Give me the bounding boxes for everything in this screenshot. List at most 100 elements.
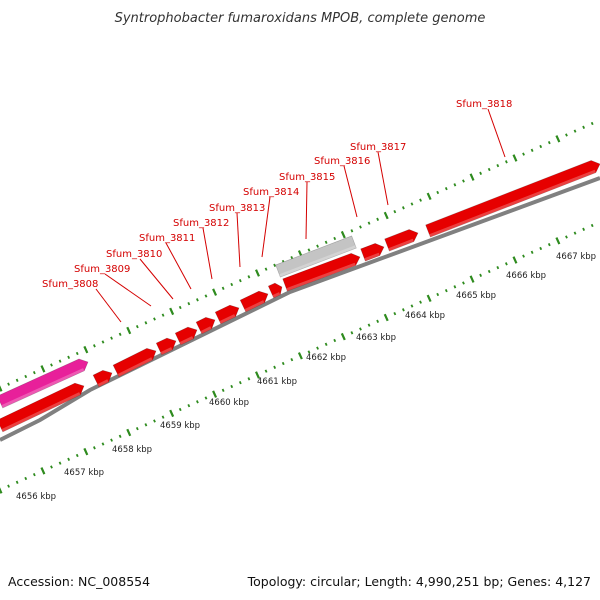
inner-minor-tick <box>367 323 371 327</box>
gene-arrow-gray-body <box>275 235 357 278</box>
scale-label: 4663 kbp <box>356 333 396 343</box>
scale-label: 4657 kbp <box>64 468 104 478</box>
gene-arrow-12-shine <box>429 169 596 238</box>
inner-minor-tick <box>316 346 319 350</box>
outer-minor-tick <box>24 374 28 379</box>
inner-minor-tick <box>350 331 354 335</box>
inner-minor-tick <box>487 269 491 274</box>
gene-arrow-5[interactable] <box>195 316 216 335</box>
inner-minor-tick <box>67 457 71 461</box>
outer-major-tick <box>169 307 175 316</box>
gene-label-sfum_3811[interactable]: Sfum_3811 <box>139 233 195 290</box>
gene-arrow-4[interactable] <box>174 326 198 346</box>
gene-arrow-12-body <box>425 160 600 238</box>
outer-minor-tick <box>101 340 105 344</box>
gene-label-leader <box>95 288 122 323</box>
accession-text: Accession: NC_008554 <box>8 574 150 589</box>
gene-arrow-4-shine <box>179 336 194 345</box>
outer-tick-track <box>0 121 594 392</box>
gene-arrow-upstream-body <box>0 382 85 433</box>
gene-label-sfum_3810[interactable]: Sfum_3810 <box>106 249 174 300</box>
gene-arrow-upstream[interactable] <box>0 382 85 433</box>
inner-major-tick <box>255 371 260 379</box>
outer-minor-tick <box>582 125 586 129</box>
scale-label: 4665 kbp <box>456 291 496 301</box>
outer-major-tick <box>255 269 260 277</box>
gene-label-sfum_3817[interactable]: Sfum_3817 <box>350 142 406 206</box>
gene-arrow-gray[interactable] <box>275 235 357 278</box>
inner-minor-tick <box>178 407 182 412</box>
gene-label-text: Sfum_3810 <box>106 249 162 260</box>
gene-arrow-3[interactable] <box>155 337 177 356</box>
backbone-track <box>0 176 600 442</box>
inner-minor-tick <box>247 377 251 381</box>
outer-minor-tick <box>539 144 543 149</box>
gene-arrow-9-body <box>282 253 361 292</box>
gene-arrow-1[interactable] <box>92 369 113 388</box>
gene-label-leader <box>305 181 308 240</box>
gene-label-leader <box>261 196 271 258</box>
outer-minor-tick <box>444 187 448 191</box>
inner-minor-tick <box>376 319 380 323</box>
gene-arrow-10-body <box>360 243 385 262</box>
gene-arrow-2[interactable] <box>112 347 157 378</box>
gene-label-text: Sfum_3812 <box>173 218 229 229</box>
gene-label-text: Sfum_3817 <box>350 142 406 153</box>
gene-label-sfum_3812[interactable]: Sfum_3812 <box>173 218 229 280</box>
outer-minor-tick <box>487 167 491 172</box>
gene-arrow-1-shine <box>97 379 109 387</box>
gene-arrow-upstream-pink[interactable] <box>0 358 89 409</box>
outer-minor-tick <box>496 164 500 168</box>
outer-major-tick <box>383 211 389 220</box>
gene-label-sfum_3818[interactable]: Sfum_3818 <box>456 99 512 158</box>
outer-minor-tick <box>75 351 79 356</box>
gene-label-sfum_3813[interactable]: Sfum_3813 <box>209 203 265 268</box>
outer-minor-tick <box>376 217 380 221</box>
gene-track <box>0 160 600 433</box>
inner-minor-tick <box>153 419 156 423</box>
gene-label-sfum_3816[interactable]: Sfum_3816 <box>314 156 370 218</box>
gene-arrow-9[interactable] <box>282 253 361 292</box>
inner-minor-tick <box>453 285 457 289</box>
gene-arrow-10[interactable] <box>360 243 385 262</box>
gene-arrow-10-shine <box>364 252 380 262</box>
outer-minor-tick <box>436 190 440 195</box>
gene-label-text: Sfum_3809 <box>74 264 130 275</box>
gene-arrow-6[interactable] <box>214 304 240 325</box>
outer-major-tick <box>426 192 432 201</box>
backbone-line <box>0 176 600 442</box>
inner-minor-tick <box>590 223 594 228</box>
outer-minor-tick <box>15 378 19 382</box>
inner-minor-tick <box>324 342 328 346</box>
gene-arrow-12[interactable] <box>425 160 600 238</box>
outer-minor-tick <box>118 332 122 336</box>
outer-minor-tick <box>238 279 242 283</box>
gene-label-sfum_3809[interactable]: Sfum_3809 <box>74 264 152 307</box>
gene-arrow-3-body <box>155 337 177 356</box>
gene-arrow-8[interactable] <box>267 282 283 299</box>
gene-arrow-11[interactable] <box>384 229 419 252</box>
inner-major-tick <box>40 467 46 475</box>
outer-minor-tick <box>7 382 10 386</box>
inner-minor-tick <box>307 350 311 354</box>
gene-arrow-7[interactable] <box>239 290 269 313</box>
gene-arrow-upstream-pink-body <box>0 358 89 409</box>
outer-minor-tick <box>153 317 156 321</box>
scale-label: 4658 kbp <box>112 445 152 455</box>
gene-label-text: Sfum_3811 <box>139 233 195 244</box>
gene-label-text: Sfum_3814 <box>243 187 299 198</box>
gene-label-sfum_3808[interactable]: Sfum_3808 <box>42 279 122 323</box>
gene-label-text: Sfum_3815 <box>279 172 335 183</box>
outer-minor-tick <box>573 129 577 133</box>
outer-minor-tick <box>479 171 483 175</box>
gene-label-sfum_3814[interactable]: Sfum_3814 <box>243 187 299 258</box>
outer-minor-tick <box>221 286 225 290</box>
inner-major-tick <box>126 428 132 437</box>
outer-minor-tick <box>161 313 165 317</box>
outer-minor-tick <box>333 236 337 241</box>
outer-minor-tick <box>178 305 182 310</box>
inner-major-tick <box>555 237 561 245</box>
outer-minor-tick <box>144 321 148 325</box>
gene-label-sfum_3815[interactable]: Sfum_3815 <box>279 172 335 240</box>
inner-minor-tick <box>462 281 465 285</box>
